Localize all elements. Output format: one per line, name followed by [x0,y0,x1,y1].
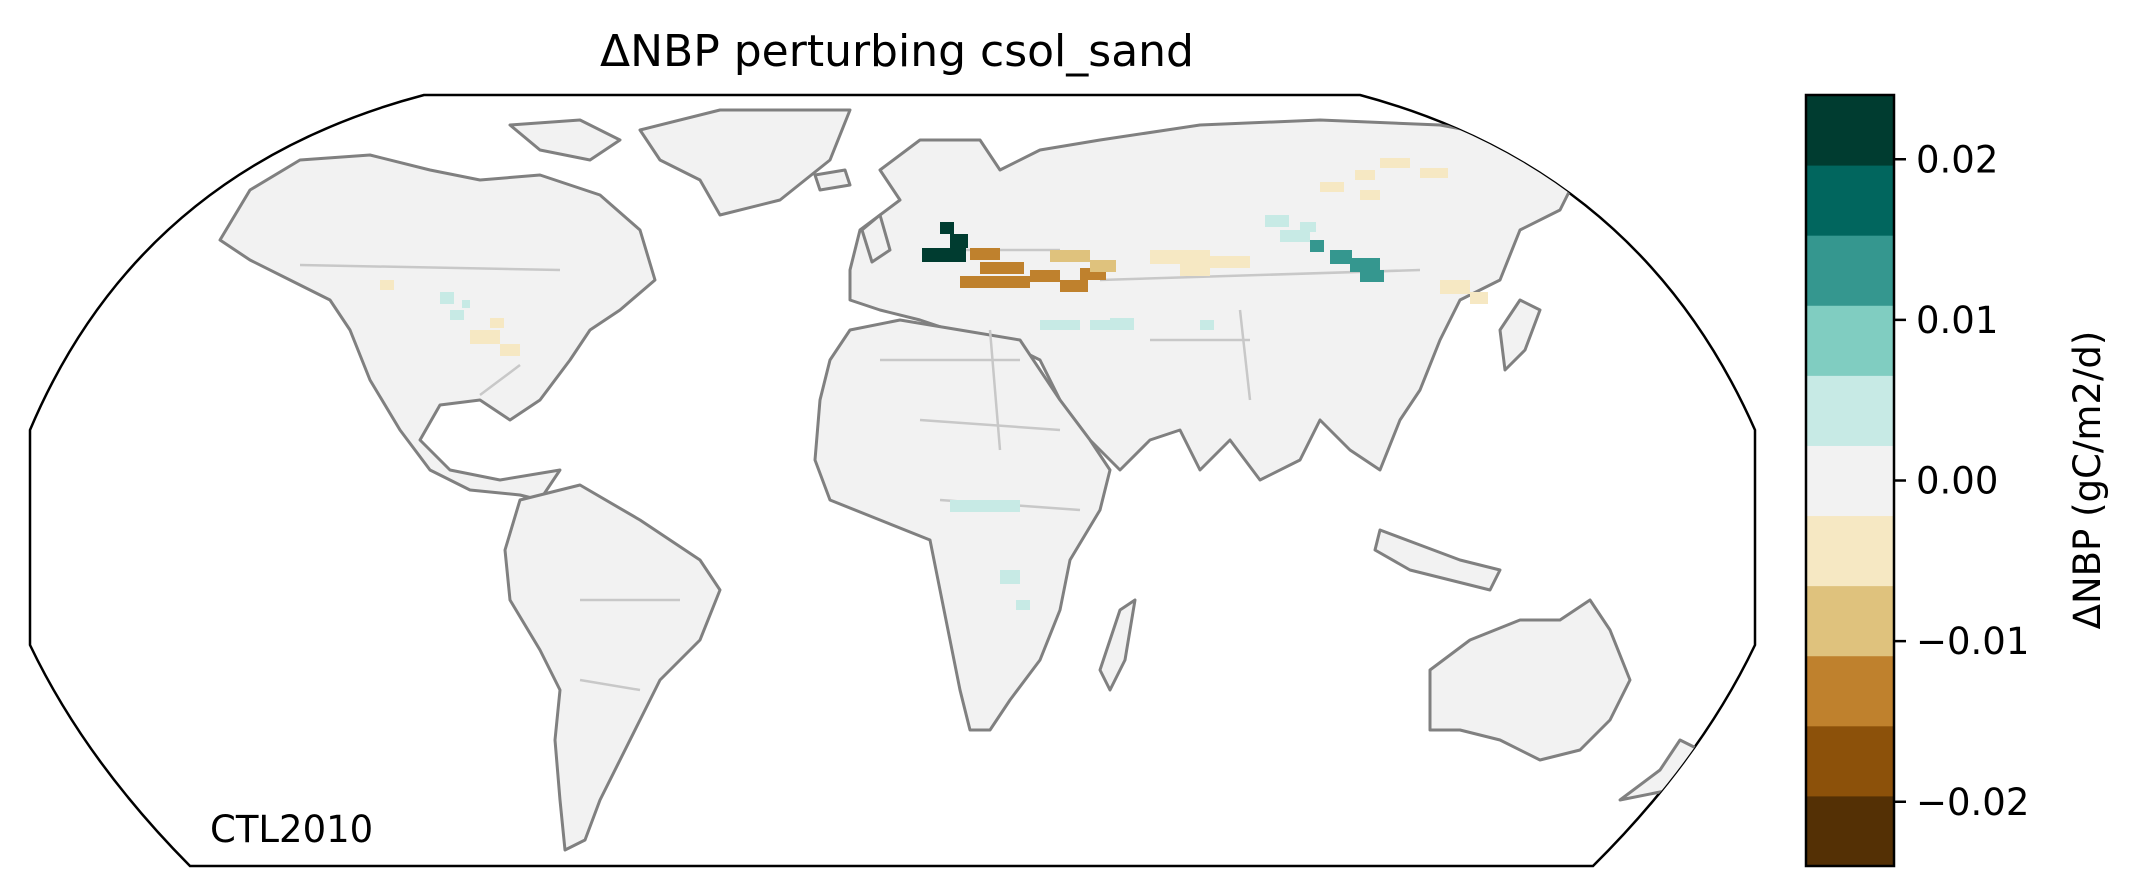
anomaly-cell [470,330,500,344]
anomaly-cell [950,500,1020,512]
anomaly-cell [1016,600,1030,610]
anomaly-cell [490,318,504,328]
colorbar-bin [1806,585,1894,657]
colorbar-bin [1806,375,1894,446]
anomaly-cell [1060,280,1088,292]
anomaly-cell [1000,570,1020,584]
island-madagascar [1098,598,1137,692]
island-iceland [813,168,852,192]
anomaly-cell [1420,168,1448,178]
anomaly-cell [500,344,520,356]
colorbar [1804,93,1896,868]
anomaly-cell [980,262,1024,274]
anomaly-cell [440,292,454,304]
anomaly-cell [1200,320,1214,330]
anomaly-cell [1110,318,1134,330]
anomaly-cell [1090,320,1110,330]
anomaly-cell [1150,250,1210,264]
colorbar-bin [1806,725,1894,797]
anomaly-cell [1350,258,1380,272]
anomaly-cell [1265,215,1289,227]
anomaly-cell [1440,280,1470,294]
colorbar-bin [1806,235,1894,306]
anomaly-cell [1210,256,1250,268]
colorbar-tick-label: 0.00 [1916,460,1998,503]
anomaly-cell [1090,260,1116,272]
anomaly-cell [944,248,966,262]
anomaly-cell [950,234,968,248]
anomaly-cell [1030,270,1060,282]
anomaly-cell [960,276,1000,288]
map-annotation: CTL2010 [210,808,373,851]
anomaly-cell [922,248,944,262]
colorbar-bin [1806,515,1894,587]
colorbar-tick-label: 0.01 [1916,299,1998,342]
island-arctic [508,118,622,162]
anomaly-cell [1040,320,1080,330]
colorbar-bin [1806,95,1894,166]
colorbar-bin [1806,655,1894,727]
island-japan [1498,298,1542,372]
continent-south-america [503,483,722,852]
anomaly-cell [1330,250,1352,264]
colorbar-tick-label: −0.01 [1916,620,2029,663]
island-uk [860,213,892,264]
map [28,93,1757,868]
colorbar-bin [1806,165,1894,236]
anomaly-cell [1360,270,1384,282]
anomaly-cell [1300,222,1316,232]
anomaly-cell [1000,276,1030,288]
anomaly-cell [462,300,470,308]
anomaly-cell [1050,250,1090,262]
anomaly-cells [380,158,1488,610]
anomaly-cell [1355,170,1375,180]
anomaly-cell [940,222,954,234]
island-greenland [638,108,852,217]
anomaly-cell [970,248,1000,260]
colorbar-tick-label: −0.02 [1916,781,2029,824]
colorbar-bin [1806,305,1894,376]
colorbar-ticks: 0.02 0.01 0.00 −0.01 −0.02 [1894,138,2029,824]
colorbar-bin [1806,445,1894,517]
anomaly-cell [1360,190,1380,200]
colorbar-tick-label: 0.02 [1916,138,1998,181]
colorbar-bin [1806,795,1894,867]
anomaly-cell [380,280,394,290]
anomaly-cell [1180,264,1210,276]
anomaly-cell [1280,230,1310,242]
island-indonesia [1373,528,1502,592]
chart-title: ΔNBP perturbing csol_sand [600,26,1194,77]
anomaly-cell [1470,292,1488,304]
anomaly-cell [1380,158,1410,168]
colorbar-label: ΔNBP (gC/m2/d) [2066,331,2109,630]
anomaly-cell [1320,182,1344,192]
continent-north-america [218,153,657,502]
continent-australia [1428,598,1632,762]
continent-africa [813,318,1112,732]
anomaly-cell [450,310,464,320]
anomaly-cell [1310,240,1324,252]
